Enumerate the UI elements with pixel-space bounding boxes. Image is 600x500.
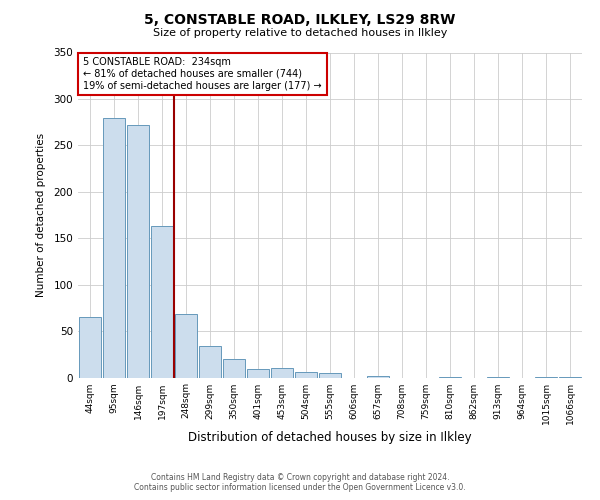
Bar <box>271 368 293 378</box>
Bar <box>199 346 221 378</box>
Text: 5, CONSTABLE ROAD, ILKLEY, LS29 8RW: 5, CONSTABLE ROAD, ILKLEY, LS29 8RW <box>145 12 455 26</box>
Text: Contains public sector information licensed under the Open Government Licence v3: Contains public sector information licen… <box>134 484 466 492</box>
Y-axis label: Number of detached properties: Number of detached properties <box>37 133 46 297</box>
Bar <box>487 376 509 378</box>
Text: Contains HM Land Registry data © Crown copyright and database right 2024.: Contains HM Land Registry data © Crown c… <box>151 474 449 482</box>
Bar <box>247 369 269 378</box>
X-axis label: Distribution of detached houses by size in Ilkley: Distribution of detached houses by size … <box>188 432 472 444</box>
Bar <box>175 314 197 378</box>
Text: Size of property relative to detached houses in Ilkley: Size of property relative to detached ho… <box>153 28 447 38</box>
Bar <box>151 226 173 378</box>
Bar <box>559 376 581 378</box>
Bar <box>367 376 389 378</box>
Bar <box>127 125 149 378</box>
Bar <box>295 372 317 378</box>
Bar <box>319 373 341 378</box>
Bar <box>79 317 101 378</box>
Bar <box>223 359 245 378</box>
Text: 5 CONSTABLE ROAD:  234sqm
← 81% of detached houses are smaller (744)
19% of semi: 5 CONSTABLE ROAD: 234sqm ← 81% of detach… <box>83 58 322 90</box>
Bar <box>103 118 125 378</box>
Bar <box>439 376 461 378</box>
Bar <box>535 376 557 378</box>
